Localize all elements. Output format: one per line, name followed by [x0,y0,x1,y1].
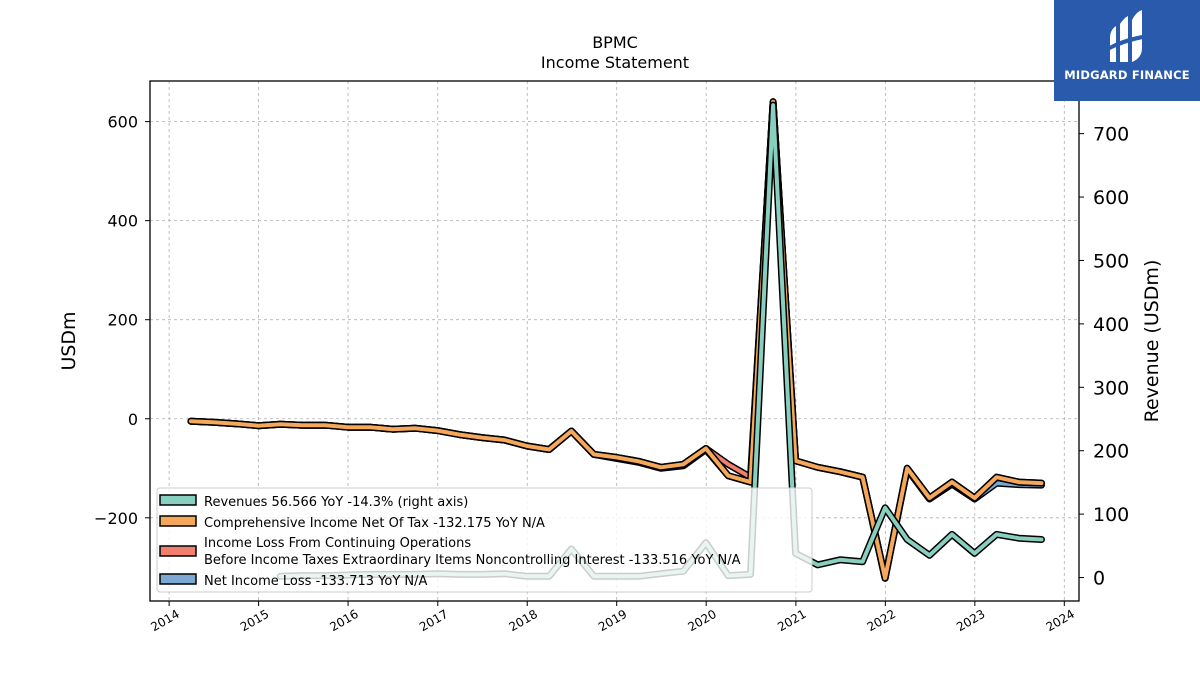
brand-logo: MIDGARD FINANCE [1054,0,1200,101]
comprehensive-income-line-stroke [188,99,1044,581]
y-tick-label-left: 600 [107,113,138,132]
legend-item-income-loss: Income Loss From Continuing Operations Be… [159,536,741,568]
legend-swatch [159,494,197,506]
chart-subtitle: Income Statement [541,53,689,72]
plot-frame [149,80,1080,602]
y-tick-label-right: 700 [1093,124,1129,146]
y-tick-label-right: 600 [1093,187,1129,209]
legend-item-revenues: Revenues 56.566 YoY -14.3% (right axis) [159,494,468,510]
legend: Revenues 56.566 YoY -14.3% (right axis) C… [156,487,813,593]
y-tick-label-right: 0 [1093,568,1105,590]
legend-swatch [159,545,197,557]
comprehensive-income-line [187,98,1045,582]
legend-label: Revenues 56.566 YoY -14.3% (right axis) [204,495,468,510]
legend-box [156,487,813,593]
y-tick-label-left: 0 [128,410,138,429]
y-tick-label-right: 200 [1093,441,1129,463]
midgard-logo-icon [1106,10,1148,62]
chart-title: BPMC [592,33,638,52]
brand-name: MIDGARD FINANCE [1064,68,1190,82]
grid [150,81,1079,601]
y-tick-label-right: 300 [1093,377,1129,399]
legend-item-net-income-loss: Net Income Loss -133.713 YoY N/A [159,573,427,589]
y-tick-label-right: 400 [1093,314,1129,336]
y-tick-label-right: 100 [1093,504,1129,526]
y-tick-label-left: 200 [107,311,138,330]
legend-label: Net Income Loss -133.713 YoY N/A [204,574,427,589]
y-tick-label-left: 400 [107,212,138,231]
legend-item-comprehensive-income: Comprehensive Income Net Of Tax -132.175… [159,515,545,531]
legend-swatch [159,573,197,585]
legend-swatch [159,515,197,527]
y-axis-label-right: Revenue (USDm) [1141,260,1163,423]
y-tick-label-right: 500 [1093,250,1129,272]
y-tick-label-left: −200 [94,509,138,528]
y-axis-label-left: USDm [58,311,80,370]
legend-label: Income Loss From Continuing Operations Be… [204,536,741,568]
legend-label: Comprehensive Income Net Of Tax -132.175… [204,516,545,531]
